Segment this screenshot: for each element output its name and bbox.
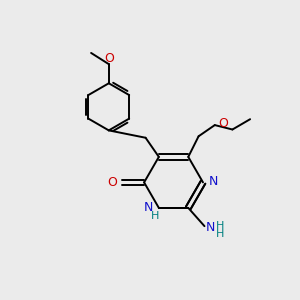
Text: O: O [104,52,114,65]
Text: O: O [218,117,228,130]
Text: N: N [208,175,218,188]
Text: H: H [216,221,224,231]
Text: O: O [107,176,117,189]
Text: H: H [151,211,160,221]
Text: N: N [144,201,154,214]
Text: N: N [206,221,216,234]
Text: H: H [216,229,224,239]
